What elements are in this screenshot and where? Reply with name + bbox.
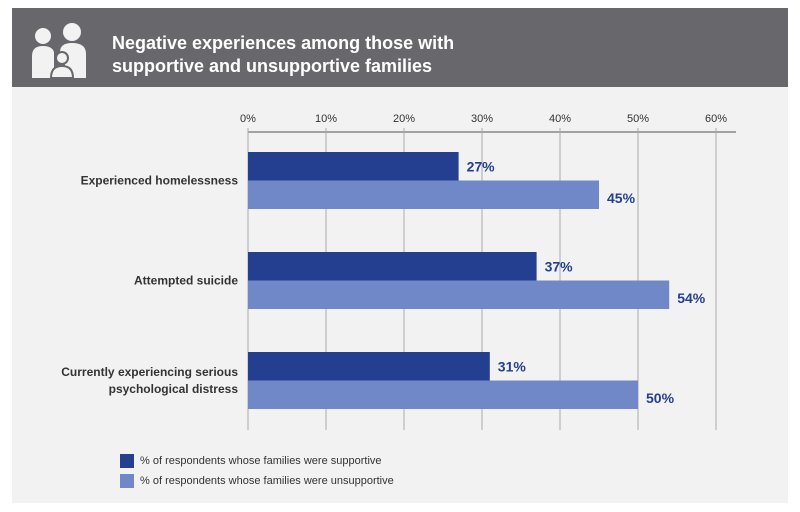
category-label: Currently experiencing serious	[61, 365, 238, 379]
bar-unsupportive	[248, 380, 638, 409]
legend-item-supportive: % of respondents whose families were sup…	[120, 454, 382, 468]
family-icon	[32, 23, 86, 78]
data-label: 27%	[467, 158, 496, 174]
data-label: 54%	[677, 290, 706, 306]
chart-title-line2: supportive and unsupportive families	[112, 56, 433, 76]
bar-supportive	[248, 152, 459, 181]
legend-swatch-unsupportive	[120, 474, 134, 488]
category-label: psychological distress	[109, 382, 239, 396]
bar-supportive	[248, 352, 490, 381]
bar-supportive	[248, 252, 537, 281]
legend-label-supportive: % of respondents whose families were sup…	[140, 455, 382, 467]
bar-unsupportive	[248, 180, 599, 209]
legend-label-unsupportive: % of respondents whose families were uns…	[140, 475, 394, 487]
tick-label: 60%	[705, 113, 727, 125]
tick-label: 10%	[315, 113, 337, 125]
tick-label: 30%	[471, 113, 493, 125]
data-label: 31%	[498, 358, 527, 374]
legend-swatch-supportive	[120, 454, 134, 468]
tick-label: 0%	[240, 113, 256, 125]
chart-title-line1: Negative experiences among those with	[112, 33, 455, 53]
tick-label: 40%	[549, 113, 571, 125]
chart-panel: Negative experiences among those with su…	[12, 8, 788, 503]
data-label: 50%	[646, 390, 675, 406]
category-label: Attempted suicide	[134, 274, 238, 288]
bar-unsupportive	[248, 280, 670, 309]
tick-label: 50%	[627, 113, 649, 125]
data-label: 45%	[607, 190, 636, 206]
category-label: Experienced homelessness	[81, 174, 239, 188]
legend-item-unsupportive: % of respondents whose families were uns…	[120, 474, 394, 488]
tick-label: 20%	[393, 113, 415, 125]
data-label: 37%	[545, 258, 574, 274]
chart-header: Negative experiences among those with su…	[12, 8, 788, 87]
